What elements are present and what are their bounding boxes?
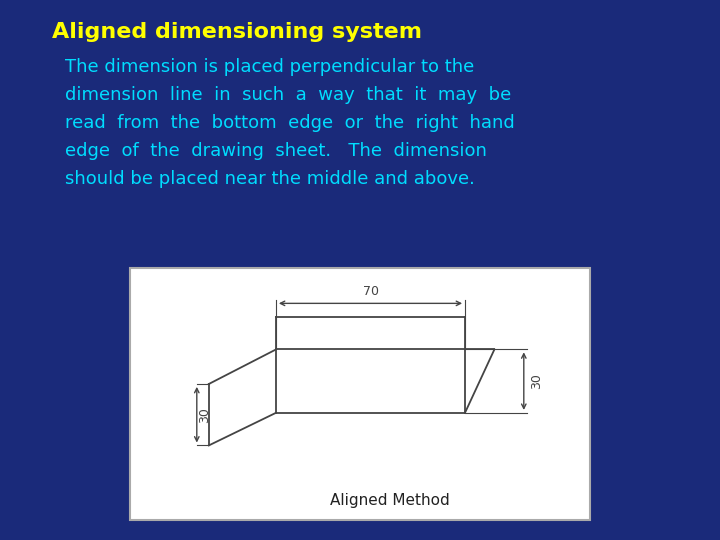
Text: read  from  the  bottom  edge  or  the  right  hand: read from the bottom edge or the right h… — [65, 114, 515, 132]
Text: Aligned dimensioning system: Aligned dimensioning system — [52, 22, 422, 42]
Text: 30: 30 — [530, 373, 543, 389]
Text: should be placed near the middle and above.: should be placed near the middle and abo… — [65, 170, 475, 188]
Text: Aligned Method: Aligned Method — [330, 493, 450, 508]
Bar — [130, 268, 590, 520]
Text: 70: 70 — [362, 285, 379, 299]
Text: edge  of  the  drawing  sheet.   The  dimension: edge of the drawing sheet. The dimension — [65, 142, 487, 160]
Text: 30: 30 — [198, 407, 211, 423]
Text: The dimension is placed perpendicular to the: The dimension is placed perpendicular to… — [65, 58, 474, 76]
Text: dimension  line  in  such  a  way  that  it  may  be: dimension line in such a way that it may… — [65, 86, 511, 104]
